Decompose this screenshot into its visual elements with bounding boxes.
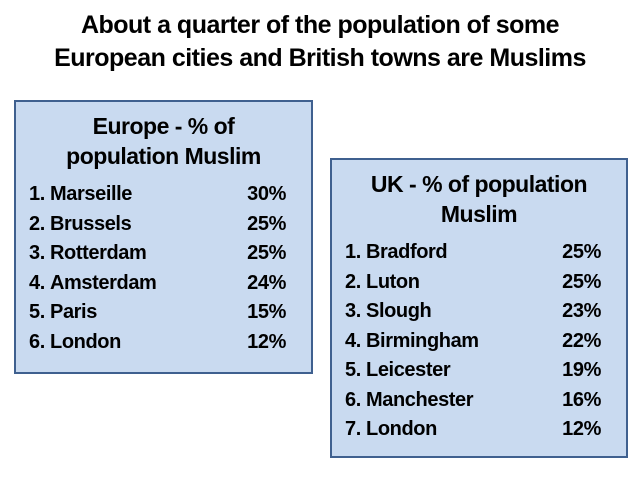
item-value: 12% bbox=[562, 418, 601, 440]
item-value: 25% bbox=[562, 241, 601, 263]
europe-box-heading: Europe - % of population Muslim bbox=[16, 111, 311, 171]
list-item: 7. London 12% bbox=[332, 415, 626, 445]
item-name: Rotterdam bbox=[50, 242, 147, 264]
item-name: Brussels bbox=[50, 212, 132, 235]
item-name: Marseille bbox=[50, 183, 133, 205]
list-item: 6. Manchester 16% bbox=[332, 386, 626, 416]
list-item: 1. Marseille 30% bbox=[16, 180, 311, 210]
item-rank: 5. bbox=[29, 301, 45, 323]
item-name: London bbox=[50, 330, 121, 353]
list-item: 6. London 12% bbox=[16, 328, 311, 358]
europe-box: Europe - % of population Muslim 1. Marse… bbox=[14, 100, 313, 374]
uk-box: UK - % of population Muslim 1. Bradford … bbox=[330, 158, 628, 458]
slide-title: About a quarter of the population of som… bbox=[0, 9, 640, 75]
item-rank: 1. bbox=[29, 183, 45, 205]
item-name: Manchester bbox=[366, 388, 474, 411]
item-rank: 3. bbox=[29, 242, 45, 264]
list-item: 3. Rotterdam 25% bbox=[16, 239, 311, 269]
list-item: 4. Birmingham 22% bbox=[332, 327, 626, 357]
list-item: 4. Amsterdam 24% bbox=[16, 269, 311, 299]
item-rank: 2. bbox=[29, 212, 45, 235]
item-name: Leicester bbox=[366, 359, 451, 381]
list-item: 5. Leicester 19% bbox=[332, 356, 626, 386]
item-value: 22% bbox=[562, 329, 601, 352]
item-value: 30% bbox=[247, 183, 286, 205]
list-item: 5. Paris 15% bbox=[16, 298, 311, 328]
slide-title-line2: European cities and British towns are Mu… bbox=[54, 44, 586, 72]
item-value: 23% bbox=[562, 300, 601, 322]
item-rank: 5. bbox=[345, 359, 361, 381]
item-rank: 3. bbox=[345, 300, 361, 322]
slide-title-line1: About a quarter of the population of som… bbox=[80, 11, 560, 39]
item-rank: 1. bbox=[345, 241, 361, 263]
list-item: 1. Bradford 25% bbox=[332, 238, 626, 268]
item-value: 25% bbox=[562, 270, 601, 293]
item-value: 25% bbox=[247, 242, 286, 264]
item-rank: 7. bbox=[345, 418, 361, 440]
item-name: Paris bbox=[50, 301, 97, 323]
item-rank: 2. bbox=[345, 270, 361, 293]
item-rank: 4. bbox=[345, 329, 361, 352]
item-rank: 4. bbox=[29, 271, 45, 294]
uk-heading-line1: UK - % of population bbox=[370, 171, 588, 197]
item-name: Bradford bbox=[366, 241, 448, 263]
item-value: 12% bbox=[247, 330, 286, 353]
item-name: Luton bbox=[366, 270, 420, 293]
uk-heading-line2: Muslim bbox=[440, 201, 518, 227]
item-value: 19% bbox=[562, 359, 601, 381]
item-rank: 6. bbox=[345, 388, 361, 411]
item-value: 15% bbox=[247, 301, 286, 323]
list-item: 2. Luton 25% bbox=[332, 268, 626, 298]
list-item: 3. Slough 23% bbox=[332, 297, 626, 327]
uk-list: 1. Bradford 25% 2. Luton 25% 3. Slough 2… bbox=[332, 238, 626, 445]
item-rank: 6. bbox=[29, 330, 45, 353]
europe-heading-line1: Europe - % of bbox=[92, 113, 235, 139]
item-name: Amsterdam bbox=[50, 271, 157, 294]
item-value: 16% bbox=[562, 388, 601, 411]
item-name: Birmingham bbox=[366, 329, 479, 352]
europe-heading-line2: population Muslim bbox=[66, 143, 261, 169]
item-value: 25% bbox=[247, 212, 286, 235]
item-value: 24% bbox=[247, 271, 286, 294]
item-name: Slough bbox=[366, 300, 432, 322]
list-item: 2. Brussels 25% bbox=[16, 210, 311, 240]
uk-box-heading: UK - % of population Muslim bbox=[332, 169, 626, 229]
item-name: London bbox=[366, 418, 437, 440]
europe-list: 1. Marseille 30% 2. Brussels 25% 3. Rott… bbox=[16, 180, 311, 357]
